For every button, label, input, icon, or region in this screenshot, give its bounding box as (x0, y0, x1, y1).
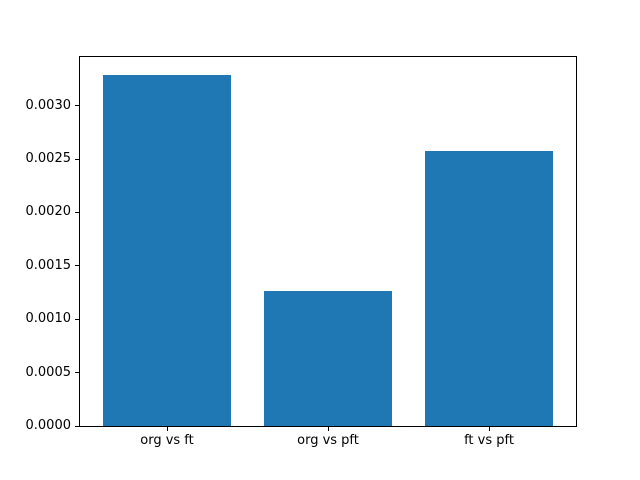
y-tick-label: 0.0000 (25, 418, 72, 433)
y-tick-label: 0.0020 (25, 204, 72, 220)
y-tick-label: 0.0010 (25, 311, 72, 327)
x-tick-mark (489, 427, 490, 431)
x-tick-label: org vs ft (140, 433, 194, 448)
bar-org-vs-pft (263, 291, 393, 426)
x-tick-label: org vs pft (297, 433, 359, 448)
y-tick-mark (75, 372, 79, 374)
y-tick-mark (75, 425, 79, 427)
plot-area: org vs ft org vs pft ft vs pft 0.0000 0.0005… (26, 56, 577, 448)
x-tick-label: ft vs pft (464, 433, 514, 448)
y-tick-mark (75, 265, 79, 267)
y-tick-mark (75, 318, 79, 320)
y-tick-label: 0.0030 (25, 97, 72, 113)
bar-ft-vs-pft (424, 150, 554, 426)
y-tick-mark (75, 158, 79, 160)
x-tick-mark (167, 427, 168, 431)
y-tick-label: 0.0015 (25, 257, 72, 273)
bar-org-vs-ft (102, 74, 232, 426)
y-tick-mark (75, 105, 79, 107)
y-tick-mark (75, 211, 79, 213)
y-tick-label: 0.0005 (25, 364, 72, 380)
y-tick-label: 0.0025 (25, 151, 72, 166)
x-tick-mark (328, 427, 329, 431)
